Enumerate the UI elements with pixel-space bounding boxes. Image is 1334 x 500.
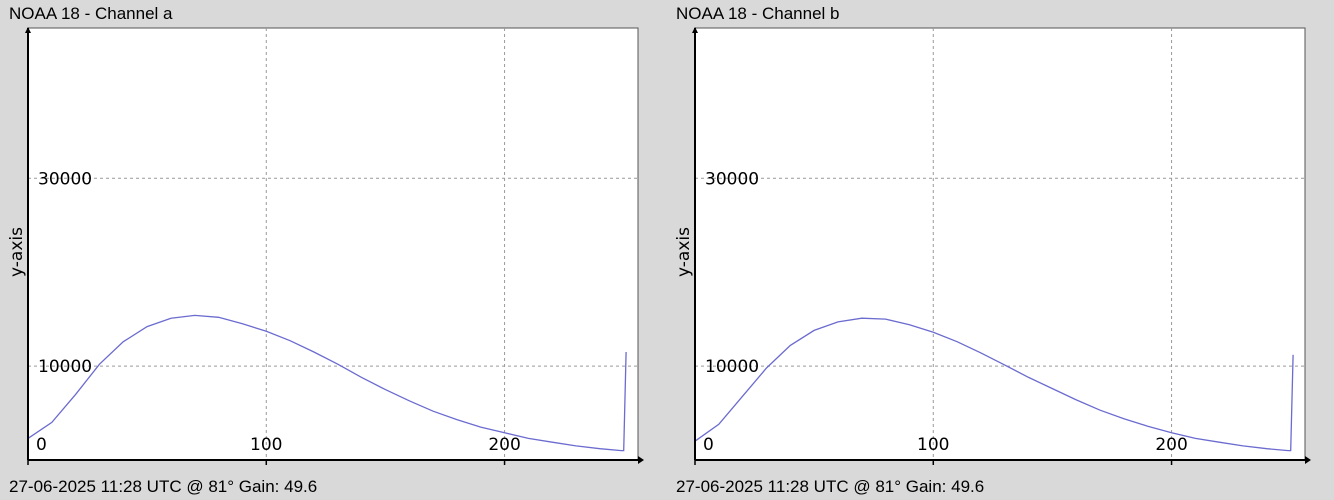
x-axis-arrow: [638, 456, 644, 464]
series-line: [694, 317, 1294, 452]
chart-svg: 0 100 200 10000 30000 y-axis: [7, 27, 644, 465]
plot-area: [27, 27, 639, 461]
x-tick-label: 100: [917, 435, 949, 455]
y-axis-arrow: [25, 27, 31, 33]
chart-footer-status: 27-06-2025 11:28 UTC @ 81° Gain: 49.6: [9, 477, 318, 496]
x-tick-label: 0: [703, 435, 714, 455]
x-tick-label: 200: [1155, 435, 1187, 455]
y-tick-label: 10000: [705, 357, 759, 377]
y-axis-arrow: [692, 27, 698, 33]
chart-panel-channel-a: NOAA 18 - Channel a 0 100 200 10000 30000 y-a…: [7, 4, 644, 496]
chart-panel-channel-b: NOAA 18 - Channel b 0 100 200 10000 30000 y-a…: [667, 0, 1334, 500]
chart-title: NOAA 18 - Channel b: [676, 4, 840, 23]
x-tick-label: 200: [488, 435, 520, 455]
series-line: [27, 314, 627, 452]
x-tick-label: 100: [250, 435, 282, 455]
y-axis-label: y-axis: [674, 227, 694, 277]
chart-svg: 0 100 200 10000 30000 y-axis: [674, 27, 1311, 465]
y-axis-label: y-axis: [7, 227, 27, 277]
y-tick-label: 30000: [705, 169, 759, 189]
y-tick-label: 30000: [38, 169, 92, 189]
y-tick-label: 10000: [38, 357, 92, 377]
x-axis-arrow: [1305, 456, 1311, 464]
x-tick-label: 0: [36, 435, 47, 455]
chart-footer-status: 27-06-2025 11:28 UTC @ 81° Gain: 49.6: [676, 477, 985, 496]
chart-title: NOAA 18 - Channel a: [9, 4, 173, 23]
plot-area: [694, 27, 1306, 461]
